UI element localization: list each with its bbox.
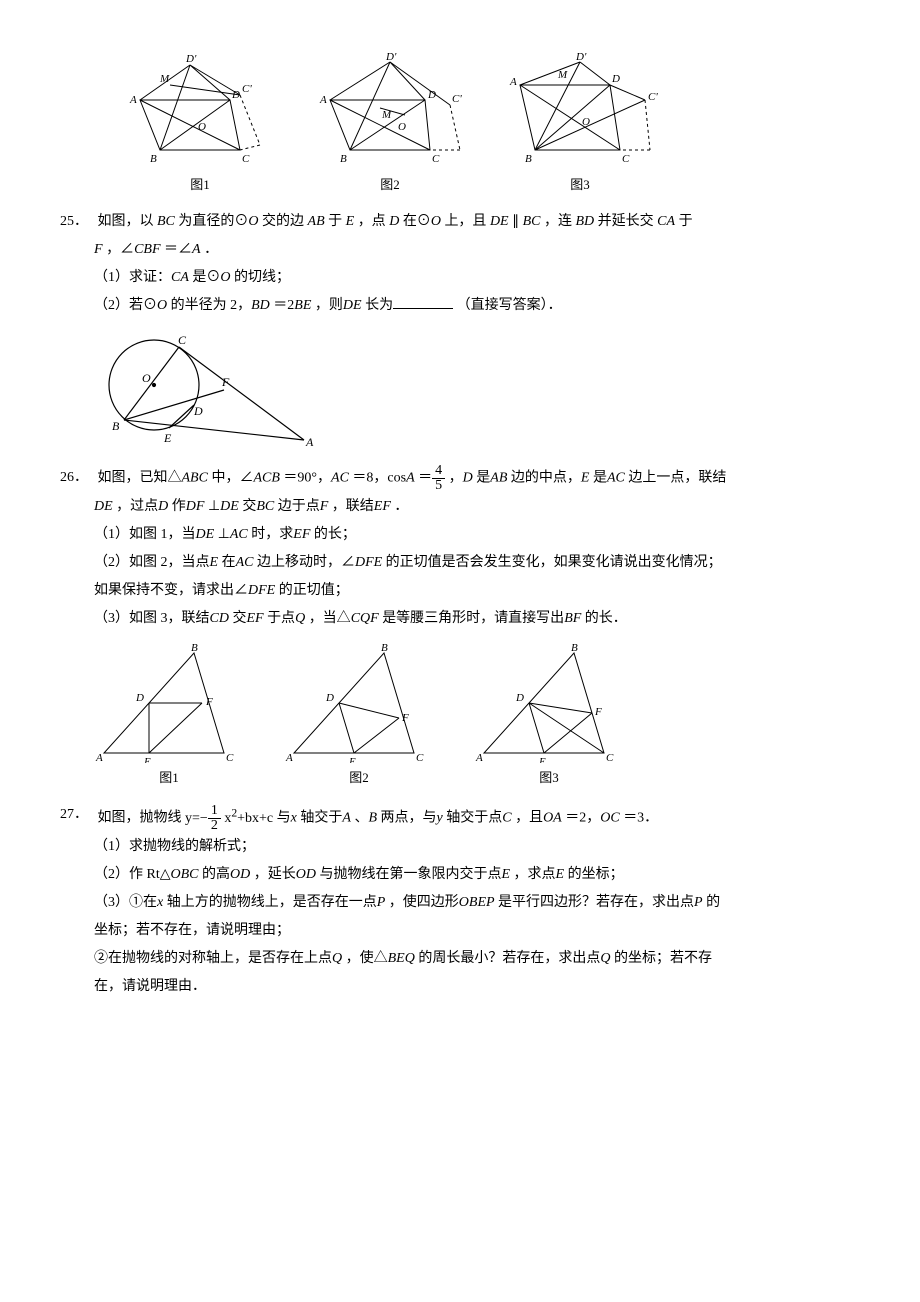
svg-text:C: C [432,153,440,165]
svg-text:C: C [178,333,187,347]
svg-text:D: D [611,73,620,85]
fig24-1-svg: A B C D D' C' M O [120,50,280,170]
q26-p2: （2）如图 2，当点E 在AC 边上移动时，∠DFE 的正切值是否会发生变化，如… [94,549,860,577]
svg-text:D': D' [575,51,587,63]
q27: 27． 如图，抛物线 y=−12 x2+bx+c 与x 轴交于A 、B 两点，与… [60,801,860,833]
svg-text:E: E [348,756,356,763]
svg-text:C: C [622,153,630,165]
svg-text:M: M [159,73,170,85]
svg-text:A: A [319,94,327,106]
svg-text:A: A [305,435,314,449]
q26-fig3: ABC DEF 图3 [474,643,624,791]
q26-num: 26． [60,464,94,492]
q27-num: 27． [60,801,94,829]
svg-text:C': C' [242,83,252,95]
q26-stem2: DE ，过点D 作DF ⊥DE 交BC 边于点F ，联结EF ． [94,493,860,521]
svg-text:D: D [515,692,524,704]
q27-p2: （2）作 Rt△OBC 的高OD ，延长OD 与抛物线在第一象限内交于点E ，求… [94,861,860,889]
q25-stem: 如图，以 BC 为直径的⊙O 交的边 AB 于 E ，点 D 在⊙O 上，且 D… [98,208,838,236]
svg-text:B: B [150,153,157,165]
q26-p2b: 如果保持不变，请求出∠DFE 的正切值； [94,577,860,605]
svg-text:C': C' [452,93,462,105]
svg-text:F: F [205,696,213,708]
fig24-2-cap: 图2 [310,172,470,198]
q25-stem2: F ，∠CBF ＝∠A ． [94,236,860,264]
svg-text:C': C' [648,91,658,103]
q24-figures: ABC DD'C' MO 图1 ABC DD'C' MO [120,50,860,198]
q26-p1: （1）如图 1，当DE ⊥AC 时，求EF 的长； [94,521,860,549]
svg-text:O: O [198,121,206,133]
q27-p4b: 在，请说明理由． [94,973,860,1001]
q27-p1: （1）求抛物线的解析式； [94,833,860,861]
svg-text:B: B [571,643,578,654]
q26-figures: ABC DEF 图1 ABC DEF 图2 ABC DEF 图3 [94,643,860,791]
q25-p2: （2）若⊙O 的半径为 2，BD ＝2BE ，则DE 长为 （直接写答案）． [94,292,860,320]
svg-text:F: F [401,712,409,724]
svg-text:A: A [95,752,103,763]
q25: 25． 如图，以 BC 为直径的⊙O 交的边 AB 于 E ，点 D 在⊙O 上… [60,208,860,236]
q26-fig1: ABC DEF 图1 [94,643,244,791]
svg-text:B: B [191,643,198,654]
svg-text:D': D' [185,53,197,65]
q25-fig: O C F D B E A [94,320,860,460]
svg-text:M: M [557,69,568,81]
q27-p3b: 坐标；若不存在，请说明理由； [94,917,860,945]
svg-text:C: C [606,752,614,763]
q27-stem: 如图，抛物线 y=−12 x2+bx+c 与x 轴交于A 、B 两点，与y 轴交… [98,801,838,833]
q26-p3: （3）如图 3，联结CD 交EF 于点Q ，当△CQF 是等腰三角形时，请直接写… [94,605,860,633]
fig24-3: A B C D D' C' M O 图3 [500,50,660,198]
fig24-1-cap: 图1 [120,172,280,198]
svg-text:E: E [163,431,172,445]
svg-text:F: F [221,375,230,389]
svg-text:D: D [427,89,436,101]
svg-text:M: M [381,109,392,121]
q26-stem: 如图，已知△ABC 中，∠ACB ＝90°，AC ＝8，cosA ＝45 ，D … [98,464,838,493]
svg-text:B: B [525,153,532,165]
q26-fig2: ABC DEF 图2 [284,643,434,791]
fig24-3-svg: A B C D D' C' M O [500,50,660,170]
q27-p3: （3）①在x 轴上方的抛物线上，是否存在一点P ，使四边形OBEP 是平行四边形… [94,889,860,917]
svg-text:A: A [509,76,517,88]
fig24-2: A B C D D' C' MO 图2 [310,50,470,198]
fig24-3-cap: 图3 [500,172,660,198]
svg-text:D: D [135,692,144,704]
svg-text:F: F [594,706,602,718]
svg-text:O: O [582,116,590,128]
svg-text:C: C [416,752,424,763]
q25-blank [393,294,453,309]
svg-text:E: E [538,756,546,763]
svg-text:A: A [285,752,293,763]
svg-text:O: O [142,371,151,385]
q26: 26． 如图，已知△ABC 中，∠ACB ＝90°，AC ＝8，cosA ＝45… [60,464,860,493]
fig24-1: A B C D D' C' M O 图1 [120,50,280,198]
svg-text:A: A [129,94,137,106]
q25-p1: （1）求证：CA 是⊙O 的切线； [94,264,860,292]
q25-num: 25． [60,208,94,236]
svg-text:A: A [475,752,483,763]
fig24-2-svg: A B C D D' C' MO [310,50,470,170]
svg-text:D: D [231,89,240,101]
svg-text:D: D [193,404,203,418]
svg-text:C: C [242,153,250,165]
svg-text:D': D' [385,51,397,63]
svg-text:D: D [325,692,334,704]
q27-p4: ②在抛物线的对称轴上，是否存在上点Q ，使△BEQ 的周长最小？若存在，求出点Q… [94,945,860,973]
svg-text:C: C [226,752,234,763]
svg-text:B: B [381,643,388,654]
svg-text:O: O [398,121,406,133]
svg-text:E: E [143,756,151,763]
svg-text:B: B [340,153,347,165]
svg-text:B: B [112,419,120,433]
